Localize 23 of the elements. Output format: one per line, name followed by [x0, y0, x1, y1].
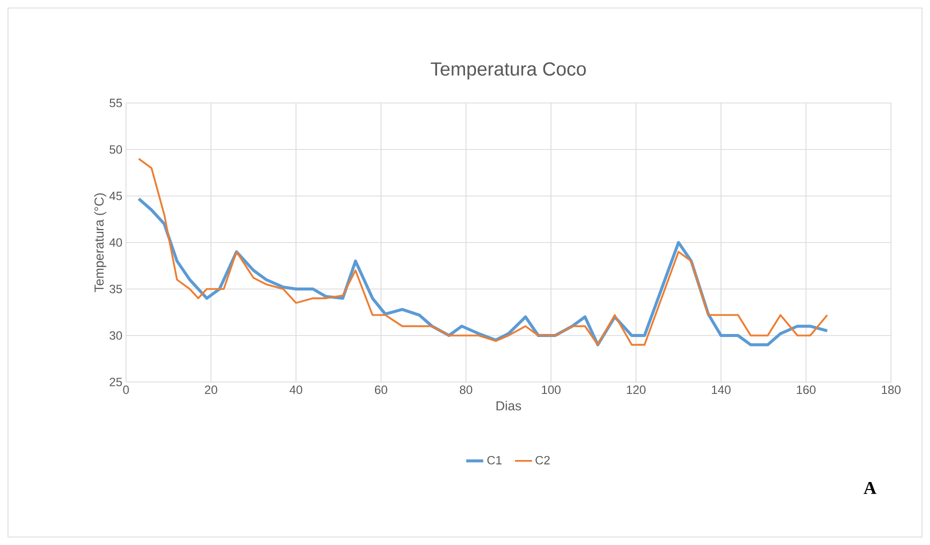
y-tick-label: 35 — [110, 284, 122, 294]
chart-title: Temperatura Coco — [430, 62, 586, 80]
x-axis-title: Dias — [496, 400, 522, 410]
text: A — [864, 482, 876, 494]
x-tick-label: 140 — [712, 386, 731, 394]
y-tick-label: 30 — [110, 331, 122, 340]
y-tick-label: 55 — [110, 98, 122, 108]
y-tick-label: 25 — [110, 378, 122, 386]
x-tick-label: 180 — [882, 386, 901, 394]
x-tick-label: 80 — [460, 386, 472, 394]
y-axis-title: Temperatura (°C) — [94, 193, 106, 292]
x-tick-label: 60 — [374, 386, 388, 394]
x-tick-label: 160 — [796, 386, 816, 394]
y-tick-label: 40 — [109, 238, 122, 247]
x-tick-label: 40 — [290, 386, 302, 394]
y-tick-label: 50 — [110, 145, 122, 154]
legend-label: C1 — [487, 456, 502, 464]
x-tick-label: 120 — [626, 386, 646, 394]
x-tick-label: 0 — [123, 386, 129, 394]
x-tick-label: 20 — [204, 386, 218, 394]
x-tick-label: 100 — [542, 386, 561, 394]
y-tick-label: 45 — [109, 192, 122, 200]
legend-label: C2 — [536, 456, 550, 464]
